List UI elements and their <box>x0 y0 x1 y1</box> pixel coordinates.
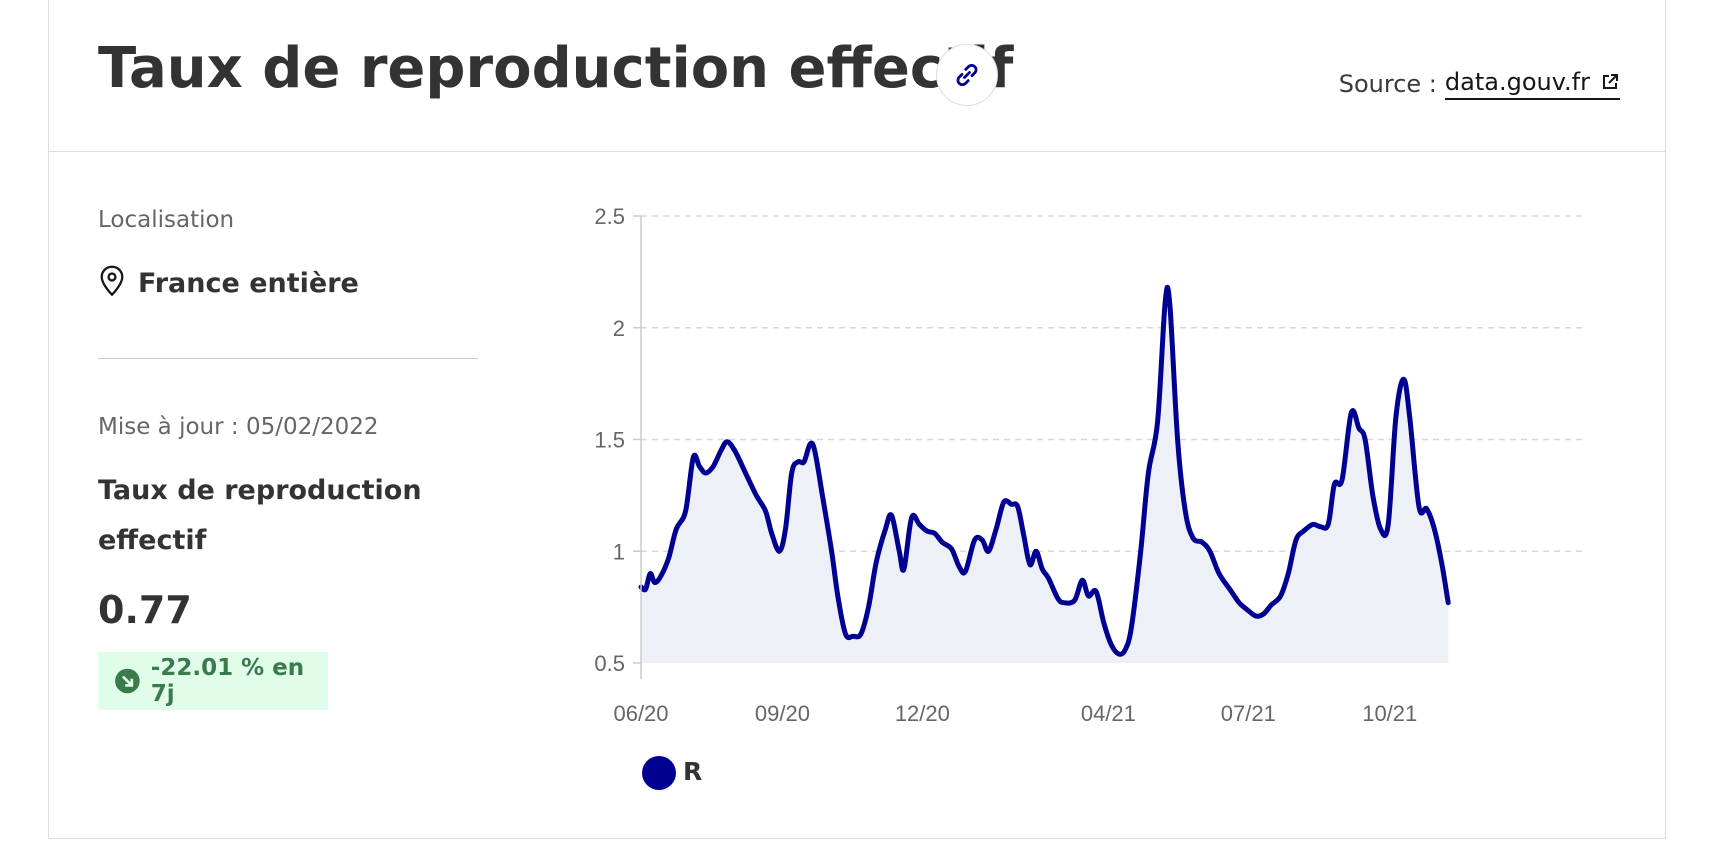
header-divider <box>48 151 1666 152</box>
indicator-value: 0.77 <box>98 588 192 632</box>
page-title: Taux de reproduction effectif <box>98 36 1014 101</box>
x-tick-label: 09/20 <box>755 701 810 726</box>
evolution-badge: -22.01 % en 7j <box>98 652 328 710</box>
external-link-icon <box>1603 74 1618 89</box>
r-series-line <box>638 284 1451 657</box>
source-prefix: Source : <box>1338 70 1437 98</box>
link-icon <box>956 63 978 87</box>
y-tick-label: 2.5 <box>594 204 625 229</box>
indicator-name: Taux de reproduction effectif <box>98 475 422 556</box>
card-bottom-divider <box>48 838 1666 839</box>
location-value: France entière <box>138 268 359 299</box>
source-link[interactable]: data.gouv.fr <box>1444 68 1620 100</box>
x-tick-label: 06/20 <box>613 701 668 726</box>
x-tick-label: 12/20 <box>895 701 950 726</box>
location-selector[interactable]: France entière <box>98 262 359 299</box>
y-tick-label: 1 <box>613 539 625 564</box>
evolution-text: -22.01 % en 7j <box>150 655 305 707</box>
x-tick-label: 04/21 <box>1081 701 1136 726</box>
update-date: Mise à jour : 05/02/2022 <box>98 414 379 440</box>
source-line: Source : data.gouv.fr <box>1339 68 1620 100</box>
location-label: Localisation <box>98 207 235 233</box>
source-link-text: data.gouv.fr <box>1444 68 1590 96</box>
legend-label-r: R <box>683 757 703 786</box>
y-tick-label: 2 <box>613 316 625 341</box>
copy-link-button[interactable] <box>936 44 998 106</box>
map-pin-icon <box>100 265 124 296</box>
sidebar-divider <box>98 358 478 359</box>
y-tick-label: 0.5 <box>594 651 625 676</box>
r-series-area <box>641 287 1449 663</box>
x-tick-label: 07/21 <box>1221 701 1276 726</box>
indicator-card <box>48 0 1666 838</box>
arrow-down-right-icon <box>115 668 140 694</box>
r-chart: 0.5 1 1.5 2 2.5 06/20 09/20 12/20 04/21 07/21 10/2… <box>594 204 1585 726</box>
x-tick-label: 10/21 <box>1362 701 1417 726</box>
y-tick-label: 1.5 <box>594 428 625 453</box>
legend-marker-r[interactable] <box>642 756 676 790</box>
